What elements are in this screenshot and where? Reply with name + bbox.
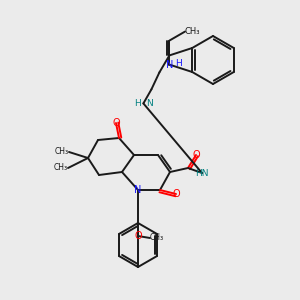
Text: N: N — [146, 99, 153, 108]
Text: O: O — [112, 118, 120, 128]
Text: CH₃: CH₃ — [55, 148, 69, 157]
Text: CH₃: CH₃ — [185, 27, 200, 36]
Text: HN: HN — [195, 169, 209, 178]
Text: O: O — [172, 189, 180, 199]
Text: CH₃: CH₃ — [54, 164, 68, 172]
Text: CH₃: CH₃ — [150, 233, 164, 242]
Text: O: O — [134, 231, 142, 241]
Text: O: O — [192, 150, 200, 160]
Text: H: H — [175, 59, 182, 68]
Text: N: N — [166, 60, 173, 70]
Text: N: N — [134, 185, 142, 195]
Text: H: H — [134, 99, 140, 108]
